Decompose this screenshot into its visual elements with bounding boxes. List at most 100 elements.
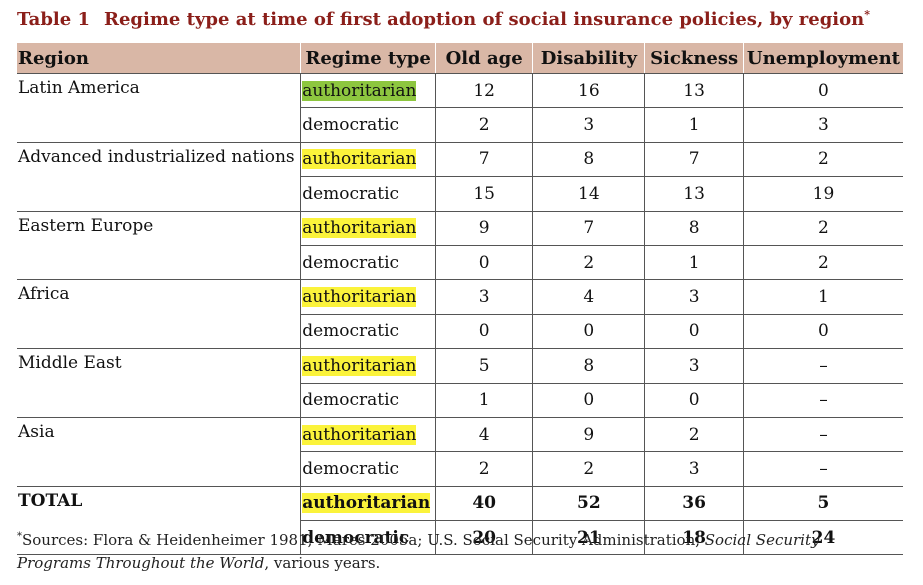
- data-table: Region Regime type Old age Disability Si…: [17, 43, 903, 556]
- regime-label: democratic: [302, 527, 410, 548]
- value-cell: 3: [434, 279, 533, 315]
- table-row: Advanced industrialized nations authorita…: [17, 142, 903, 178]
- value-cell: 18: [644, 520, 744, 556]
- region-cell: Middle East: [18, 353, 122, 374]
- regime-cell: democratic: [300, 383, 436, 418]
- table-row: democratic 1 0 0–: [17, 383, 903, 418]
- value-cell: 0: [742, 314, 903, 350]
- footnote-italic-title: Social Security Programs Throughout the …: [17, 531, 820, 572]
- regime-label: democratic: [302, 321, 400, 342]
- regime-cell: democratic: [300, 314, 436, 350]
- region-cell: [17, 314, 301, 350]
- value-cell: 2: [532, 451, 645, 487]
- value-cell: 8: [644, 211, 744, 246]
- header-row: Region Regime type Old age Disability Si…: [17, 43, 903, 74]
- value-cell: 2: [434, 107, 533, 143]
- region-cell: [17, 451, 301, 487]
- value-cell: 2: [644, 417, 744, 453]
- column-header: Disability: [532, 43, 645, 74]
- regime-label: authoritarian: [302, 424, 417, 445]
- region-cell: [17, 245, 301, 281]
- regime-cell: democratic: [300, 176, 436, 212]
- regime-cell: authoritarian: [300, 73, 436, 109]
- value-cell: 3: [644, 348, 744, 384]
- value-cell: 2: [532, 245, 645, 281]
- value-cell: 7: [532, 211, 645, 246]
- value-cell: 15: [434, 176, 533, 212]
- value-cell: 5: [434, 348, 533, 384]
- value-cell: 21: [532, 520, 645, 556]
- region-cell: [17, 520, 301, 556]
- table-row: TOTAL authoritarian 40 52 36 5: [17, 486, 903, 522]
- value-cell: –: [742, 451, 903, 487]
- value-cell: 24: [742, 520, 903, 556]
- table-row: Asia authoritarian 4 9 2–: [17, 417, 903, 453]
- table-row: democratic 0 2 1 2: [17, 245, 903, 281]
- table-row: democratic 15 14 13 19: [17, 176, 903, 212]
- column-header: Sickness: [644, 43, 744, 74]
- value-cell: 2: [434, 451, 533, 487]
- footnote-text-end: , various years.: [264, 554, 381, 572]
- value-cell: 13: [644, 176, 744, 212]
- regime-label: democratic: [302, 252, 400, 273]
- title-footnote-mark: *: [864, 8, 870, 21]
- table-row: democratic 0 0 0 0: [17, 314, 903, 350]
- regime-cell: democratic: [300, 451, 436, 487]
- regime-cell: democratic: [300, 520, 436, 556]
- table-title-text: Regime type at time of first adoption of…: [104, 9, 865, 30]
- value-cell: 3: [532, 107, 645, 143]
- regime-label: democratic: [302, 390, 400, 411]
- table-row: democratic 20 21 18 24: [17, 520, 903, 556]
- table-title: Table 1 Regime type at time of first adop…: [17, 8, 870, 30]
- regime-cell: authoritarian: [300, 486, 436, 522]
- regime-label: democratic: [302, 458, 400, 479]
- value-cell: 7: [434, 142, 533, 178]
- region-cell: Asia: [18, 421, 55, 442]
- value-cell: 13: [644, 73, 744, 109]
- regime-cell: authoritarian: [300, 348, 436, 384]
- regime-cell: authoritarian: [300, 279, 436, 315]
- footnote: *Sources: Flora & Heidenheimer 1981; Mar…: [17, 525, 897, 575]
- value-cell: 9: [434, 211, 533, 246]
- value-cell: 1: [434, 383, 533, 418]
- value-cell: 0: [644, 314, 744, 350]
- regime-label: authoritarian: [302, 287, 417, 308]
- region-cell: [17, 176, 301, 212]
- value-cell: 40: [434, 486, 533, 522]
- regime-label: authoritarian: [302, 149, 417, 170]
- regime-cell: democratic: [300, 245, 436, 281]
- value-cell: 16: [532, 73, 645, 109]
- regime-cell: authoritarian: [300, 211, 436, 246]
- value-cell: 0: [532, 383, 645, 418]
- value-cell: 7: [644, 142, 744, 178]
- table-number: Table 1: [17, 9, 91, 30]
- table-row: Eastern Europe authoritarian 9 7 8 2: [17, 211, 903, 246]
- value-cell: 0: [434, 314, 533, 350]
- value-cell: 0: [644, 383, 744, 418]
- region-cell: [17, 383, 301, 418]
- value-cell: 36: [644, 486, 744, 522]
- value-cell: 1: [644, 107, 744, 143]
- column-header: Regime type: [300, 43, 436, 74]
- value-cell: 3: [644, 451, 744, 487]
- table-row: Africa authoritarian 3 4 3 1: [17, 279, 903, 315]
- value-cell: 8: [532, 142, 645, 178]
- value-cell: 0: [532, 314, 645, 350]
- value-cell: 20: [434, 520, 533, 556]
- footnote-mark: *: [17, 531, 22, 542]
- regime-label: democratic: [302, 183, 400, 204]
- regime-label: democratic: [302, 115, 400, 136]
- regime-label: authoritarian: [302, 218, 417, 239]
- region-cell: [17, 107, 301, 143]
- table-body: Latin America authoritarian 12 16 13 0 democra…: [17, 73, 903, 556]
- value-cell: 2: [742, 211, 903, 246]
- region-cell: TOTAL: [18, 490, 83, 511]
- region-cell: Latin America: [18, 78, 140, 98]
- value-cell: 1: [742, 279, 903, 315]
- regime-cell: authoritarian: [300, 142, 436, 178]
- value-cell: 0: [434, 245, 533, 281]
- regime-cell: authoritarian: [300, 417, 436, 453]
- value-cell: 5: [742, 486, 903, 522]
- value-cell: 19: [742, 176, 903, 212]
